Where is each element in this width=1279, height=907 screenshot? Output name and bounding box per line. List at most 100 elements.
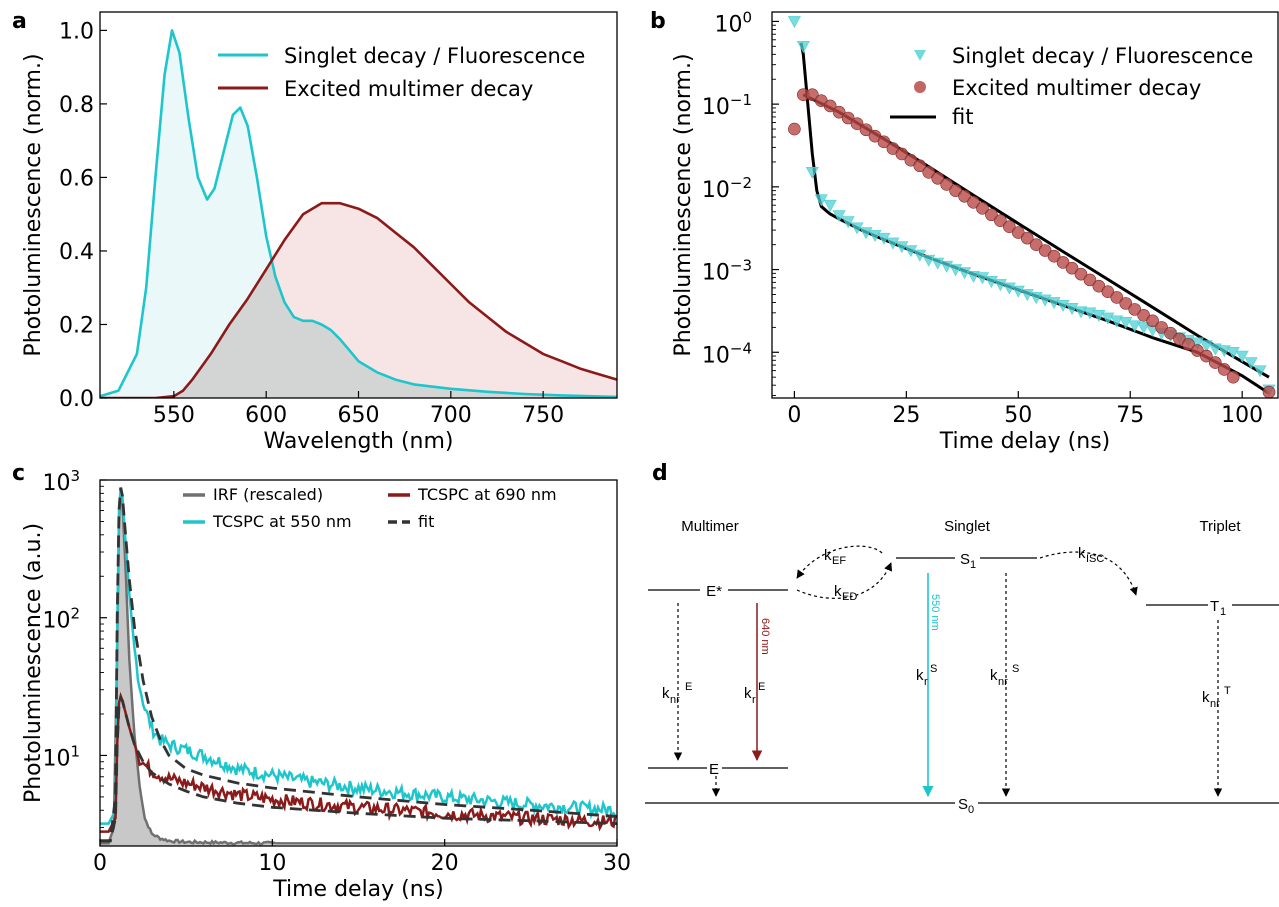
x-tick-label-c-0: 0 (93, 851, 107, 876)
y-tick-label-b-4: 10−4 (702, 339, 752, 368)
marker-singlet-46 (1199, 340, 1213, 353)
x-axis-title-c: Time delay (ns) (272, 877, 444, 902)
marker-multimer-49 (1226, 370, 1240, 384)
marker-multimer-30 (1056, 256, 1070, 269)
area-overlap (100, 263, 617, 398)
label-s1-sub: 1 (970, 559, 976, 571)
marker-singlet-20 (966, 270, 981, 283)
marker-multimer-31 (1065, 261, 1079, 275)
rate-kr-e-sub: r (752, 694, 756, 706)
marker-singlet-48 (1217, 345, 1231, 358)
y-tick-label-b-1: 10−1 (702, 91, 752, 120)
marker-multimer-27 (1029, 238, 1043, 251)
rate-kef-sub: EF (832, 555, 846, 567)
header-multimer: Multimer (681, 518, 739, 535)
x-axis-title-a: Wavelength (nm) (263, 429, 453, 454)
fit-line-c-1 (100, 695, 617, 843)
x-tick-label-c-2: 20 (431, 851, 459, 876)
x-tick-label-b-1: 25 (892, 403, 920, 428)
marker-multimer-38 (1128, 303, 1142, 316)
marker-multimer-4 (823, 99, 837, 113)
x-tick-label-b-3: 75 (1116, 403, 1144, 428)
y-tick-label-c-1: 102 (42, 605, 80, 634)
marker-multimer-14 (913, 159, 927, 173)
wavelength-640: 640 nm (759, 618, 771, 655)
marker-multimer-9 (868, 129, 882, 143)
y-tick-label-a-3: 0.6 (59, 166, 94, 191)
panel-letter-d: d (652, 461, 668, 486)
y-tick-label-a-2: 0.4 (59, 240, 94, 265)
rate-knr-e-sup: E (685, 681, 692, 693)
arrow-kef (796, 545, 883, 579)
label-t1-base: T (1210, 598, 1219, 615)
rate-knr-s-base: k (990, 667, 998, 684)
label-e: E (709, 761, 719, 778)
label-e-star: E* (706, 583, 722, 600)
legend-swatch-b-1 (914, 81, 926, 93)
marker-multimer-37 (1119, 297, 1133, 310)
series-line-0 (100, 29, 617, 398)
y-tick-label-a-1: 0.2 (59, 313, 94, 338)
area-fill-0 (100, 30, 617, 398)
panel-d-diagram: Multimer Singlet Triplet E* S 1 T 1 E S … (645, 518, 1279, 816)
rate-knr-t-sub: nr (1210, 698, 1220, 710)
marker-singlet-21 (975, 272, 989, 285)
legend-swatch-b-0 (914, 50, 926, 61)
irf-area (100, 489, 276, 846)
y-tick-label-c-2: 103 (42, 467, 80, 496)
marker-multimer-48 (1217, 363, 1231, 376)
marker-singlet-37 (1119, 317, 1133, 329)
label-s0-sub: 0 (968, 804, 974, 816)
rate-kr-e-base: k (744, 685, 752, 702)
marker-multimer-20 (967, 196, 980, 209)
marker-singlet-4 (823, 199, 837, 212)
y-tick-label-b-0: 100 (714, 8, 752, 37)
legend-label-c-3: fit (418, 512, 434, 531)
rate-knr-t-base: k (1202, 689, 1210, 706)
marker-singlet-0 (787, 16, 801, 29)
rate-kef-base: k (824, 547, 832, 564)
rate-kr-e-sup: E (758, 681, 765, 693)
arrow-kisc (1039, 551, 1138, 596)
x-tick-label-a-3: 700 (430, 403, 472, 428)
marker-multimer-24 (1003, 220, 1016, 233)
marker-singlet-16 (931, 257, 945, 270)
y-axis-title-a: Photoluminescence (norm.) (21, 53, 46, 356)
rate-knr-e-base: k (662, 685, 670, 702)
x-tick-label-a-1: 600 (245, 403, 287, 428)
marker-multimer-16 (931, 171, 944, 185)
marker-multimer-18 (949, 184, 962, 197)
y-axis-title-b: Photoluminescence (norm.) (671, 53, 696, 356)
marker-multimer-10 (877, 135, 891, 149)
y-axis-title-c: Photoluminescence (a.u.) (21, 523, 46, 803)
marker-singlet-31 (1065, 303, 1079, 315)
header-triplet: Triplet (1199, 518, 1241, 535)
rate-knr-s-sub: nr (998, 676, 1008, 688)
marker-multimer-44 (1182, 337, 1195, 351)
x-tick-label-c-3: 30 (603, 851, 631, 876)
x-tick-label-b-0: 0 (787, 403, 801, 428)
marker-multimer-15 (922, 165, 936, 179)
tcspc-550-line (100, 488, 617, 825)
marker-multimer-17 (940, 178, 953, 191)
arrow-ked (796, 562, 893, 599)
marker-multimer-29 (1047, 249, 1061, 263)
marker-multimer-23 (994, 214, 1007, 227)
x-tick-label-a-0: 550 (153, 403, 195, 428)
x-tick-label-a-4: 750 (522, 403, 564, 428)
rate-ked-base: k (834, 583, 842, 600)
label-t1-sub: 1 (1220, 606, 1226, 618)
panel-letter-a: a (12, 9, 27, 34)
marker-singlet-12 (895, 241, 909, 254)
panel-c-chart: 0 10 20 30 101 102 103 Time delay (ns) Photolumi… (21, 467, 631, 902)
rate-knr-s-sup: S (1012, 663, 1019, 675)
panel-b-chart: 0 25 50 75 100 100 10−1 10−2 10−3 10−4 Time delay … (671, 8, 1279, 454)
wavelength-550: 550 nm (929, 594, 941, 631)
rate-kisc-base: k (1078, 545, 1086, 562)
marker-singlet-32 (1074, 306, 1088, 319)
plot-area-c (100, 487, 617, 846)
panel-letter-c: c (12, 461, 25, 486)
series-line-1 (100, 201, 617, 398)
rate-knr-t-sup: T (1224, 685, 1231, 697)
marker-multimer-21 (976, 202, 989, 215)
